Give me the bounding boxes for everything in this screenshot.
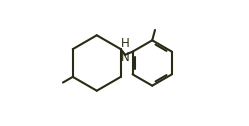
Text: H: H [121,37,129,50]
Text: N: N [121,51,129,64]
